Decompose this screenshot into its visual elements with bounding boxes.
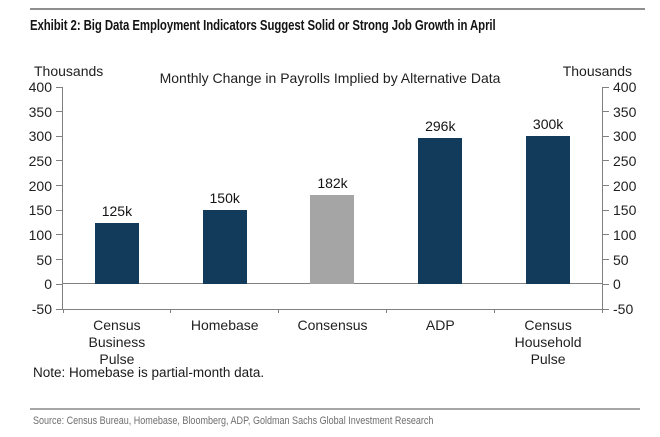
y-axis-tick-left <box>56 259 62 261</box>
y-axis-tick-right <box>603 308 609 310</box>
y-tick-label-right: 300 <box>613 128 637 145</box>
bar-column: 182k <box>279 87 387 309</box>
category-boundary-tick <box>385 309 387 313</box>
bar-consensus <box>310 194 355 285</box>
y-axis-tick-left <box>56 111 62 113</box>
y-tick-label-left: -50 <box>31 301 52 317</box>
bar-value-label: 125k <box>101 202 133 219</box>
y-tick-label-left: 50 <box>36 251 52 268</box>
bar-column: 300k <box>494 87 602 309</box>
y-axis-tick-left <box>56 209 62 211</box>
y-axis-tick-right <box>603 185 609 187</box>
y-tick-label-right: 400 <box>613 79 637 95</box>
y-axis-tick-right <box>603 111 609 113</box>
y-tick-label-right: 250 <box>613 152 637 169</box>
y-tick-label-left: 250 <box>28 152 52 169</box>
y-axis-tick-right <box>603 209 609 211</box>
bar-column: 125k <box>63 87 171 309</box>
y-axis-tick-left <box>56 135 62 137</box>
category-label: Homebase <box>190 317 259 333</box>
y-axis-tick-left <box>56 283 62 285</box>
bar-census-household-pulse <box>526 136 571 285</box>
top-divider <box>30 8 645 10</box>
chart-title: Monthly Change in Payrolls Implied by Al… <box>159 70 501 86</box>
y-tick-label-left: 150 <box>28 202 52 219</box>
bar-value-label: 296k <box>425 118 456 135</box>
y-tick-label-right: 350 <box>613 103 637 120</box>
category-label: Census Business Pulse <box>88 317 146 367</box>
category-boundary-tick <box>62 309 64 313</box>
y-tick-label-left: 350 <box>28 103 52 120</box>
category-boundary-tick <box>278 309 280 313</box>
bar-value-label: 182k <box>317 174 348 191</box>
category-label: Consensus <box>297 317 368 333</box>
category-boundary-tick <box>493 309 495 313</box>
y-tick-label-left: 100 <box>28 226 52 243</box>
category-label: ADP <box>425 317 455 333</box>
category-label: Census Household Pulse <box>514 317 582 367</box>
bar-value-label: 150k <box>209 190 240 207</box>
bar-census-business-pulse <box>94 222 139 285</box>
bar-homebase <box>202 210 247 285</box>
y-tick-label-left: 200 <box>28 177 52 194</box>
y-axis-tick-right <box>603 259 609 261</box>
y-tick-label-right: -50 <box>613 301 634 317</box>
bar-column: 150k <box>171 87 279 309</box>
bar-value-label: 300k <box>532 116 564 133</box>
y-tick-label-right: 150 <box>613 202 637 219</box>
y-axis-tick-right <box>603 160 609 162</box>
category-boundary-tick <box>170 309 172 313</box>
y-tick-label-right: 200 <box>613 177 637 194</box>
left-axis-title: Thousands <box>34 63 104 79</box>
right-axis-title: Thousands <box>562 63 632 79</box>
y-axis-tick-right <box>603 86 609 88</box>
y-tick-label-right: 100 <box>613 226 637 243</box>
note-text: Note: Homebase is partial-month data. <box>33 365 265 380</box>
y-tick-label-left: 300 <box>28 128 52 145</box>
exhibit-title: Exhibit 2: Big Data Employment Indicator… <box>30 17 496 34</box>
bar-adp <box>418 138 463 285</box>
source-text: Source: Census Bureau, Homebase, Bloombe… <box>33 415 434 427</box>
category-boundary-tick <box>601 309 603 313</box>
y-axis-tick-left <box>56 86 62 88</box>
y-axis-tick-right <box>603 234 609 236</box>
y-axis-tick-left <box>56 185 62 187</box>
y-axis-tick-right <box>603 135 609 137</box>
y-axis-tick-left <box>56 234 62 236</box>
y-tick-label-right: 0 <box>613 276 621 293</box>
plot-area: 400 400 350 350 300 300 250 250 200 200 150 150 100 1… <box>29 79 637 367</box>
bottom-divider <box>30 408 640 410</box>
y-axis-tick-left <box>56 308 62 310</box>
y-tick-label-left: 0 <box>44 276 52 293</box>
y-axis-tick-left <box>56 160 62 162</box>
y-tick-label-left: 400 <box>28 79 52 95</box>
bar-column: 296k <box>386 87 494 309</box>
y-tick-label-right: 50 <box>613 251 629 268</box>
y-axis-tick-right <box>603 283 609 285</box>
